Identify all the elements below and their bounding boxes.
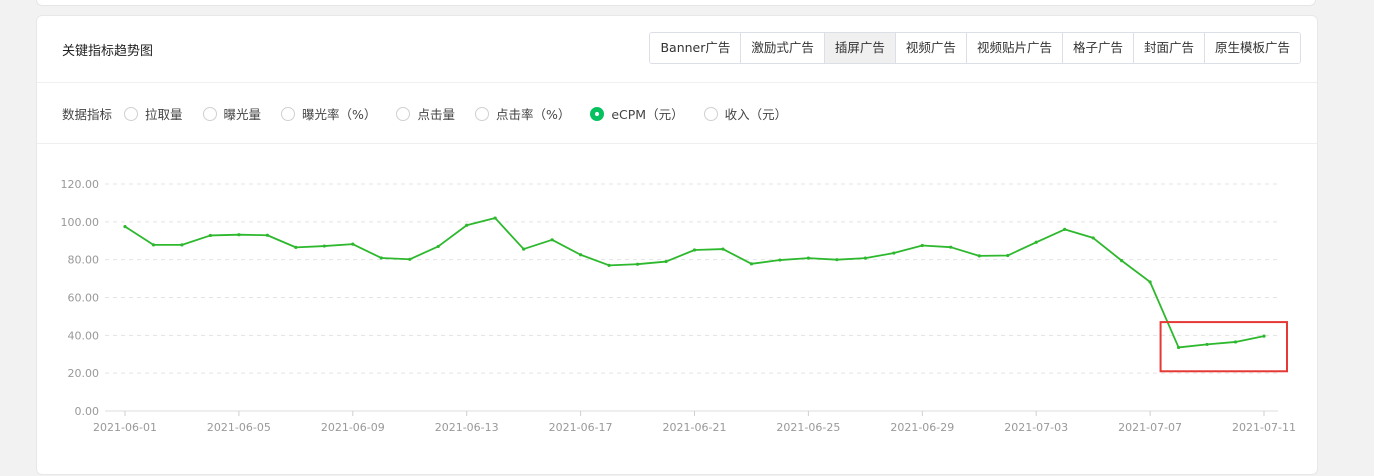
tab-ad-type[interactable]: 原生模板广告 [1203,33,1300,63]
data-point [123,224,127,229]
data-point [1233,340,1238,344]
data-point [749,262,754,266]
data-point [1148,280,1152,284]
metric-radio-label: 拉取量 [145,107,183,122]
metric-radio-label: 曝光率（%） [302,107,377,122]
y-tick-label: 20.00 [68,367,100,380]
data-point [1091,236,1095,240]
radio-circle-icon[interactable] [474,106,489,121]
ecpm-line-chart: 0.00 20.00 40.00 60.00 80.00 100.00 120.00 2021… [61,178,1296,434]
data-point [351,242,355,246]
data-point [1006,253,1010,258]
data-point [208,233,213,238]
tab-ad-type[interactable]: 封面广告 [1132,33,1204,63]
data-point [1120,259,1124,263]
y-tick-label: 80.00 [68,254,100,267]
metric-radio-option[interactable]: 拉取量 [124,104,183,123]
metric-radio-option[interactable]: 点击量 [396,104,455,123]
data-point [977,254,981,258]
metrics-label: 数据指标 [62,107,113,122]
data-point [151,243,156,247]
metric-radio-label: 曝光量 [223,107,262,122]
data-point [436,244,440,249]
tab-ad-type[interactable]: 视频贴片广告 [965,33,1062,63]
data-point [579,253,583,257]
data-point [920,243,924,248]
tab-ad-type[interactable]: 视频广告 [894,33,966,63]
metrics-selector: 数据指标 拉取量 曝光量 曝光率（%） 点击量 点击率（%） eCPM（元） 收入（元） [62,104,807,123]
data-point [265,233,269,237]
y-tick-label: 120.00 [61,178,100,191]
previous-card-edge [36,0,1316,6]
data-point [465,223,469,227]
tab-ad-type[interactable]: 插屏广告 [823,33,895,63]
ad-type-tabs: Banner广告 激励式广告 插屏广告 视频广告 视频贴片广告 格子广告 封面广告 原生模板广… [649,32,1301,64]
y-tick-label: 100.00 [61,216,100,229]
metric-radio-label: 点击率（%） [495,107,571,122]
x-tick-label: 2021-07-07 [1118,421,1182,434]
x-tick-label: 2021-06-13 [435,421,499,434]
tab-ad-type[interactable]: Banner广告 [650,33,741,63]
x-tick-label: 2021-06-21 [663,421,727,434]
data-point [493,216,497,220]
metric-radio-option[interactable]: 曝光率（%） [281,104,376,123]
data-point [635,262,640,266]
data-point [294,245,298,249]
radio-circle-icon[interactable] [703,106,718,121]
tab-ad-type[interactable]: 格子广告 [1061,33,1133,63]
data-point [1034,240,1038,244]
data-point [863,256,867,260]
header-divider [37,82,1317,83]
y-tick-label: 60.00 [68,292,100,305]
metric-radio-option[interactable]: 点击率（%） [474,104,571,123]
x-tick-label: 2021-07-03 [1004,421,1068,434]
data-point [949,245,953,249]
data-point [835,258,839,262]
metric-radio-label: 收入（元） [724,107,788,122]
data-point [1262,334,1266,338]
data-point [664,259,668,264]
y-tick-label: 0.00 [75,405,100,418]
data-point [408,257,412,261]
radio-circle-icon[interactable] [281,106,296,121]
card-title: 关键指标趋势图 [62,44,154,59]
x-tick-label: 2021-07-11 [1232,421,1296,434]
highlight-box [1159,321,1288,373]
radio-circle-icon[interactable] [590,106,605,121]
metric-radio-option[interactable]: 收入（元） [703,104,788,123]
x-tick-label: 2021-06-09 [321,421,385,434]
data-point [180,243,184,247]
metric-radio-label: 点击量 [417,107,455,122]
data-point [607,263,611,267]
data-point [322,244,326,248]
data-point [721,247,725,251]
data-point [237,233,241,237]
tab-ad-type[interactable]: 激励式广告 [740,33,824,63]
metric-radio-option[interactable]: eCPM（元） [590,104,684,123]
x-tick-label: 2021-06-05 [207,421,271,434]
metrics-divider [37,143,1317,144]
data-point [1205,342,1209,347]
radio-circle-icon[interactable] [396,106,411,121]
data-point [778,258,782,262]
x-tick-label: 2021-06-01 [93,421,157,434]
metric-radio-option[interactable]: 曝光量 [202,104,262,123]
data-point [806,256,811,260]
x-tick-label: 2021-06-17 [549,421,613,434]
data-point [1063,227,1067,231]
x-tick-label: 2021-06-29 [890,421,954,434]
data-point [692,248,697,252]
data-point [522,247,526,251]
y-tick-label: 40.00 [68,329,100,342]
data-point [1176,345,1181,350]
data-point [379,256,383,260]
trend-card: 关键指标趋势图 Banner广告 激励式广告 插屏广告 视频广告 视频贴片广告 格子广告封… [36,15,1318,475]
data-point [550,238,554,242]
x-tick-label: 2021-06-25 [776,421,840,434]
metric-radio-label: eCPM（元） [611,107,684,122]
radio-circle-icon[interactable] [124,106,139,121]
radio-circle-icon[interactable] [202,106,217,121]
data-point [892,251,896,255]
